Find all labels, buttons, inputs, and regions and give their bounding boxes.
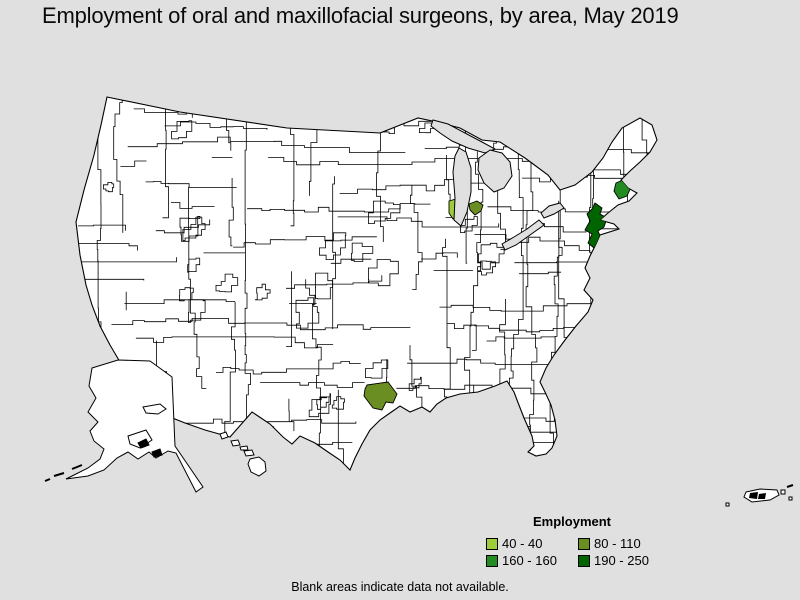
lake-huron <box>477 149 513 193</box>
legend-swatch-190-250 <box>578 554 590 567</box>
hawaii <box>219 431 267 477</box>
lake-erie <box>501 219 545 251</box>
kodiak-island <box>151 448 163 458</box>
legend-item-label: 160 - 160 <box>502 553 557 568</box>
legend-swatch-160-160 <box>486 554 498 567</box>
hawaii-big-island <box>247 456 267 477</box>
alaska <box>44 359 204 493</box>
lake-ontario <box>540 202 565 219</box>
legend-item: 80 - 110 <box>578 536 658 551</box>
legend-grid: 40 - 40 80 - 110 160 - 160 190 - 250 <box>486 536 658 568</box>
legend-swatch-80-110 <box>578 537 590 550</box>
alaska-fairbanks-area <box>142 403 167 415</box>
page-title: Employment of oral and maxillofacial sur… <box>42 3 679 28</box>
legend-item: 190 - 250 <box>578 553 658 568</box>
legend-item-label: 80 - 110 <box>594 536 641 551</box>
footnote: Blank areas indicate data not available. <box>291 580 509 594</box>
legend-title: Employment <box>532 514 611 529</box>
highlight-houston-area <box>363 381 398 411</box>
alaska-kenai-area <box>137 438 150 449</box>
lake-michigan <box>452 147 472 227</box>
legend: Employment 40 - 40 80 - 110 160 - 160 <box>486 514 658 568</box>
highlight-grand-rapids-area <box>468 200 484 216</box>
legend-item-label: 40 - 40 <box>502 536 543 551</box>
aleutian-islands <box>44 464 83 482</box>
lake-superior <box>430 119 497 154</box>
molokai-island <box>239 445 249 451</box>
legend-item: 40 - 40 <box>486 536 578 551</box>
highlight-new-york-metro-area <box>584 202 608 249</box>
legend-item: 160 - 160 <box>486 553 578 568</box>
puerto-rico <box>725 484 794 507</box>
maui-island <box>243 449 255 457</box>
kauai-island <box>219 431 229 440</box>
legend-swatch-40-40 <box>486 537 498 550</box>
legend-item-label: 190 - 250 <box>594 553 649 568</box>
oahu-island <box>230 439 241 447</box>
